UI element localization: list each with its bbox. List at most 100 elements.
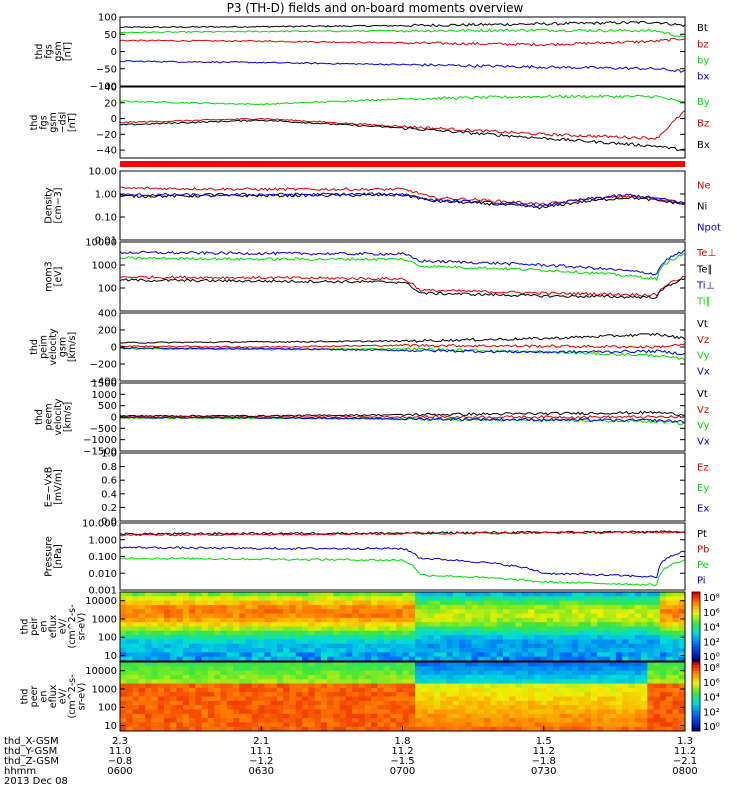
spectrogram-cell — [289, 613, 297, 619]
spectrogram-cell — [521, 692, 529, 697]
spectrogram-cell — [584, 639, 592, 645]
spectrogram-cell — [546, 609, 554, 615]
spectrogram-cell — [170, 652, 177, 658]
spectrogram-cell — [653, 709, 661, 715]
spectrogram-cell — [446, 596, 454, 602]
spectrogram-cell — [201, 666, 209, 672]
spectrogram-cell — [666, 635, 673, 640]
spectrogram-cell — [308, 713, 316, 719]
spectrogram-cell — [251, 656, 259, 662]
spectrogram-cell — [647, 643, 655, 649]
spectrogram-cell — [389, 592, 397, 597]
colorbar-tick-label: 10⁴ — [703, 693, 720, 704]
spectrogram-cell — [308, 613, 316, 619]
spectrogram-cell — [615, 674, 623, 680]
spectrogram-cell — [327, 630, 334, 636]
spectrogram-cell — [320, 713, 328, 719]
spectrogram-cell — [163, 656, 171, 662]
spectrogram-cell — [320, 643, 328, 649]
spectrogram-cell — [528, 656, 535, 662]
spectrogram-cell — [157, 643, 165, 649]
spectrogram-cell — [509, 726, 516, 732]
spectrogram-cell — [509, 656, 516, 662]
spectrogram-cell — [490, 656, 498, 662]
spectrogram-cell — [207, 596, 215, 602]
x-tick-label: 1.3 — [677, 736, 693, 747]
spectrogram-cell — [496, 639, 504, 645]
spectrogram-cell — [251, 604, 259, 610]
spectrogram-cell — [641, 592, 648, 597]
spectrogram-cell — [415, 696, 422, 702]
spectrogram-cell — [622, 696, 629, 702]
spectrogram-cell — [521, 656, 529, 662]
spectrogram-cell — [195, 639, 203, 645]
spectrogram-cell — [145, 696, 152, 702]
spectrogram-cell — [433, 683, 441, 689]
spectrogram-cell — [327, 648, 334, 653]
x-tick-label: 11.2 — [391, 746, 413, 757]
spectrogram-cell — [408, 666, 416, 672]
spectrogram-cell — [452, 609, 460, 615]
spectrogram-cell — [641, 622, 648, 627]
y-axis-label: [km/s] — [67, 332, 78, 362]
spectrogram-cell — [239, 674, 247, 680]
spectrogram-cell — [546, 596, 554, 602]
spectrogram-cell — [477, 592, 485, 597]
spectrogram-cell — [553, 600, 560, 606]
spectrogram-cell — [333, 622, 341, 627]
spectrogram-cell — [515, 648, 523, 653]
spectrogram-cell — [565, 726, 573, 732]
spectrogram-cell — [446, 687, 454, 693]
spectrogram-cell — [176, 622, 184, 627]
spectrogram-cell — [622, 713, 629, 719]
spectrogram-cell — [641, 683, 648, 689]
spectrogram-cell — [408, 726, 416, 732]
spectrogram-cell — [490, 609, 498, 615]
spectrogram-cell — [364, 713, 372, 719]
spectrogram-cell — [364, 639, 372, 645]
spectrogram-cell — [553, 592, 560, 597]
spectrogram-cell — [484, 670, 491, 676]
spectrogram-cell — [415, 709, 422, 715]
colorbar-segment — [692, 643, 700, 648]
spectrogram-cell — [590, 679, 598, 685]
spectrogram-cell — [170, 674, 177, 680]
spectrogram-cell — [502, 705, 510, 710]
spectrogram-cell — [276, 705, 284, 710]
spectrogram-cell — [477, 709, 485, 715]
spectrogram-cell — [672, 692, 680, 697]
spectrogram-cell — [364, 609, 372, 615]
spectrogram-cell — [170, 713, 177, 719]
spectrogram-cell — [615, 639, 623, 645]
spectrogram-cell — [283, 626, 290, 632]
spectrogram-cell — [371, 705, 378, 710]
spectrogram-cell — [678, 652, 686, 658]
spectrogram-cell — [609, 679, 617, 685]
x-tick-label: 0630 — [249, 766, 274, 777]
spectrogram-cell — [270, 639, 278, 645]
spectrogram-cell — [459, 683, 466, 689]
spectrogram-cell — [371, 643, 378, 649]
y-axis-label: thd — [29, 115, 40, 131]
spectrogram-cell — [207, 635, 215, 640]
spectrogram-cell — [251, 662, 259, 667]
spectrogram-cell — [138, 692, 146, 697]
spectrogram-cell — [132, 662, 140, 667]
spectrogram-cell — [521, 604, 529, 610]
spectrogram-cell — [622, 600, 629, 606]
spectrogram-cell — [678, 656, 686, 662]
spectrogram-cell — [427, 674, 435, 680]
spectrogram-cell — [584, 696, 592, 702]
spectrogram-cell — [283, 705, 290, 710]
spectrogram-cell — [327, 670, 334, 676]
spectrogram-cell — [659, 662, 667, 667]
spectrogram-cell — [553, 617, 560, 623]
spectrogram-cell — [634, 639, 642, 645]
spectrogram-cell — [308, 709, 316, 715]
spectrogram-cell — [659, 604, 667, 610]
spectrogram-cell — [572, 643, 579, 649]
spectrogram-cell — [289, 662, 297, 667]
spectrogram-cell — [339, 670, 347, 676]
spectrogram-cell — [471, 670, 479, 676]
y-axis-label: sr-eV) — [77, 613, 88, 641]
